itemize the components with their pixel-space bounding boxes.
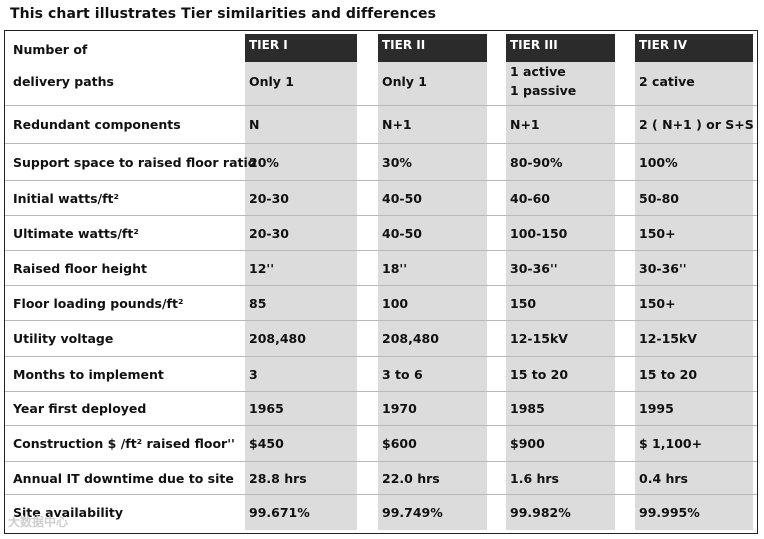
row-label: Annual IT downtime due to site [13, 470, 234, 486]
row-cell: N [249, 117, 260, 132]
row-cell: 208,480 [382, 331, 439, 346]
row-divider [5, 105, 757, 106]
row-divider [5, 391, 757, 392]
tier-column-shade [506, 62, 615, 530]
row-cell: 150+ [639, 225, 676, 241]
row-label: Construction $ /ft² raised floor'' [13, 436, 235, 451]
row-cell: 40-60 [510, 190, 550, 206]
row-cell: 1985 [510, 401, 545, 416]
row-cell: 12-15kV [639, 331, 697, 346]
row-cell: 80-90% [510, 154, 563, 170]
row-cell: 50-80 [639, 190, 679, 206]
tier-header: TIER I [245, 34, 357, 62]
row-cell: Only 1 [382, 74, 428, 89]
tier-header: TIER IV [635, 34, 753, 62]
row-cell: 1995 [639, 401, 674, 416]
row-cell: 85 [249, 295, 267, 311]
row-label: Raised floor height [13, 260, 148, 276]
row-cell: 40-50 [382, 190, 422, 206]
tier-header: TIER III [506, 34, 615, 62]
row-cell: $450 [249, 436, 284, 451]
row-label: Ultimate watts/ft² [13, 225, 139, 241]
row-cell: 100-150 [510, 225, 568, 241]
row-cell: 3 to 6 [382, 366, 423, 382]
row-cell: 100% [639, 154, 678, 170]
row-label: Floor loading pounds/ft² [13, 295, 184, 311]
row-cell: 150 [510, 295, 537, 311]
row-cell: 40-50 [382, 225, 422, 241]
row-divider [5, 215, 757, 216]
row-divider [5, 180, 757, 181]
tier-column-shade [245, 62, 357, 530]
row-cell: 99.995% [639, 505, 700, 520]
row-label: Year first deployed [13, 401, 147, 416]
row-divider [5, 494, 757, 495]
row-cell: $600 [382, 436, 417, 451]
page-title: This chart illustrates Tier similarities… [10, 6, 437, 22]
tier-header: TIER II [378, 34, 487, 62]
row-cell: 15 to 20 [510, 366, 569, 382]
row-cell: 22.0 hrs [382, 470, 440, 486]
row-divider [5, 320, 757, 321]
row-label: Utility voltage [13, 331, 114, 346]
row-label: Initial watts/ft² [13, 190, 119, 206]
row-cell: 100 [382, 295, 409, 311]
row-label: Months to implement [13, 366, 164, 382]
row-cell: 1.6 hrs [510, 470, 559, 486]
row-cell: 99.749% [382, 505, 443, 520]
row-cell: 20-30 [249, 225, 289, 241]
row-cell: 1970 [382, 401, 417, 416]
row-cell: 28.8 hrs [249, 470, 307, 486]
tier-column-shade [635, 62, 753, 530]
tier-column-shade [378, 62, 487, 530]
row-cell: 2 ( N+1 ) or S+S [639, 117, 754, 132]
row-cell: 1 active 1 passive [510, 64, 577, 98]
row-cell: 15 to 20 [639, 366, 698, 382]
watermark: 大数据中心 [8, 515, 69, 529]
row-label: Site availability [13, 505, 124, 520]
row-divider [5, 285, 757, 286]
row-label: Support space to raised floor ratio [13, 154, 257, 170]
row-divider [5, 425, 757, 426]
row-cell: 0.4 hrs [639, 470, 688, 486]
row-cell: 30-36'' [639, 260, 687, 276]
row-cell: 20-30 [249, 190, 289, 206]
row-cell: 12-15kV [510, 331, 568, 346]
row-cell: 20% [249, 154, 279, 170]
row-cell: N+1 [382, 117, 412, 132]
row-cell: 99.671% [249, 505, 310, 520]
row-divider [5, 356, 757, 357]
row-cell: 30% [382, 154, 412, 170]
row-label: Redundant components [13, 117, 181, 132]
tier-table [4, 30, 758, 534]
row-cell: 3 [249, 366, 258, 382]
row-cell: 12'' [249, 260, 275, 276]
row-cell: 99.982% [510, 505, 571, 520]
row-divider [5, 461, 757, 462]
row-cell: $900 [510, 436, 545, 451]
row-divider [5, 250, 757, 251]
row-divider [5, 143, 757, 144]
row-cell: Only 1 [249, 74, 295, 89]
row-cell: 208,480 [249, 331, 306, 346]
row-cell: 1965 [249, 401, 284, 416]
row-cell: $ 1,100+ [639, 436, 703, 451]
row-label: Number of [13, 42, 88, 57]
row-cell: 2 cative [639, 74, 695, 89]
row-cell: 18'' [382, 260, 408, 276]
row-label: delivery paths [13, 74, 114, 89]
row-cell: N+1 [510, 117, 540, 132]
row-cell: 150+ [639, 295, 676, 311]
row-cell: 30-36'' [510, 260, 558, 276]
